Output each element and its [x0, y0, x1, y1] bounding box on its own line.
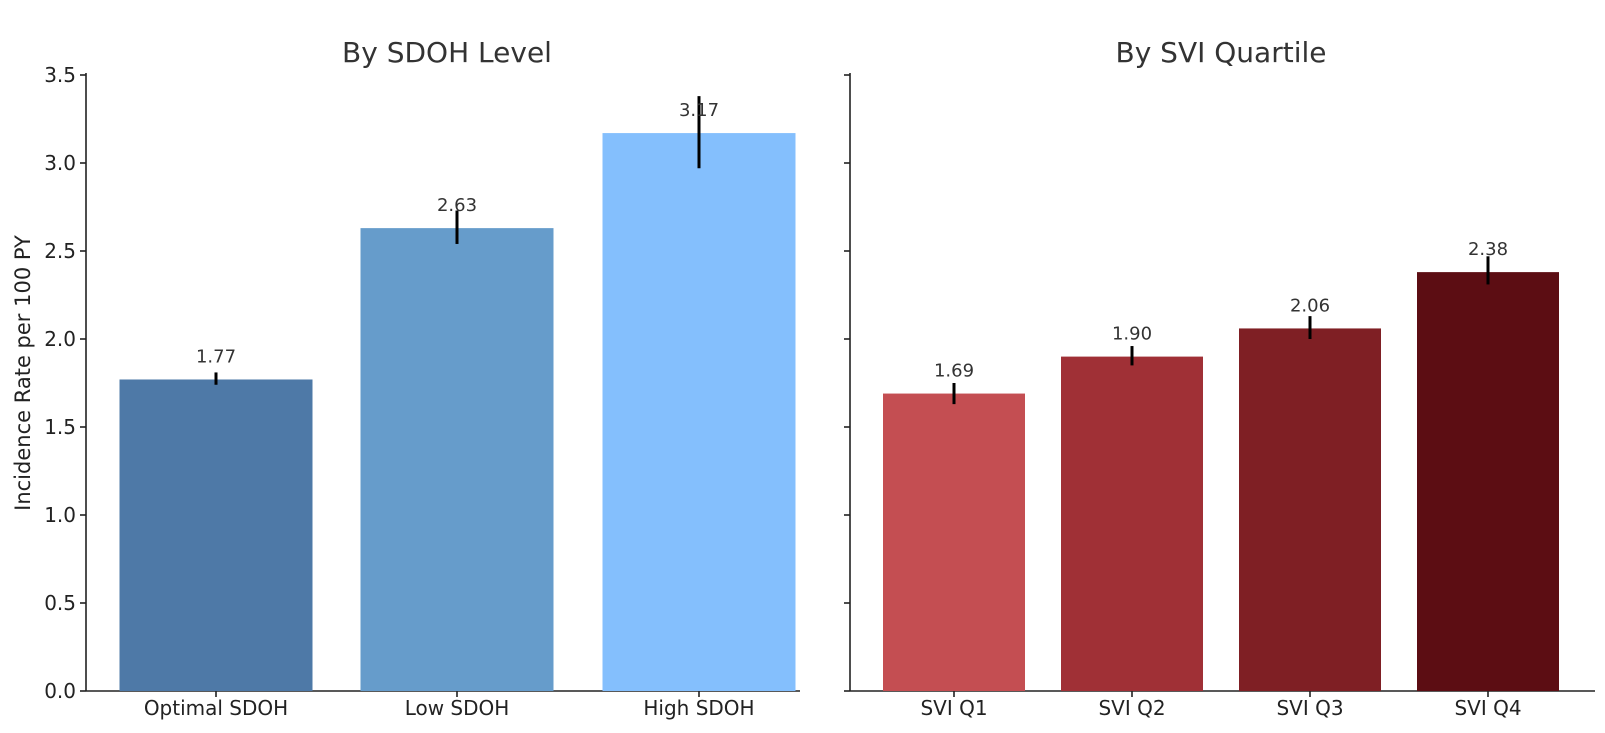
data-label: 1.69: [934, 361, 974, 382]
data-label: 1.90: [1112, 324, 1152, 345]
bar: [602, 133, 796, 691]
x-tick-label: SVI Q3: [1276, 696, 1343, 720]
y-tick-label: 3.0: [44, 151, 76, 175]
bar: [360, 228, 554, 691]
y-ticks-sdoh: 0.0 0.5 1.0 1.5 2.0 2.5 3.0 3.5: [44, 63, 86, 703]
data-label: 3.17: [679, 100, 719, 121]
y-tick-label: 0.5: [44, 591, 76, 615]
data-label: 1.77: [196, 346, 236, 367]
bar: [119, 379, 313, 691]
bar: [883, 393, 1025, 691]
data-label: 2.38: [1468, 239, 1508, 260]
panel-svi: By SVI Quartile 1.69 SVI Q1 1.90 SVI Q2 2.06…: [844, 36, 1595, 720]
bars-svi: 1.69 SVI Q1 1.90 SVI Q2 2.06 SVI Q3 2.38 SVI Q4: [883, 239, 1559, 720]
y-tick-label: 0.0: [44, 679, 76, 703]
data-label: 2.06: [1290, 295, 1330, 316]
bars-sdoh: 1.77 Optimal SDOH 2.63 Low SDOH 3.17 High SDO…: [119, 96, 796, 720]
y-ticks-svi: [844, 74, 850, 692]
data-label: 2.63: [437, 195, 477, 216]
y-tick-label: 2.5: [44, 239, 76, 263]
y-tick-label: 3.5: [44, 63, 76, 87]
x-tick-label: SVI Q1: [920, 696, 987, 720]
bar: [1239, 328, 1381, 691]
bar: [1061, 356, 1203, 691]
chart-title-svi: By SVI Quartile: [1116, 36, 1327, 69]
x-tick-label: Optimal SDOH: [144, 696, 288, 720]
chart-title-sdoh: By SDOH Level: [342, 36, 552, 69]
y-axis-label: Incidence Rate per 100 PY: [11, 235, 35, 511]
y-tick-label: 2.0: [44, 327, 76, 351]
x-tick-label: SVI Q2: [1098, 696, 1165, 720]
bar: [1417, 272, 1559, 691]
x-tick-label: High SDOH: [643, 696, 754, 720]
x-tick-label: SVI Q4: [1454, 696, 1521, 720]
panel-sdoh: By SDOH Level Incidence Rate per 100 PY …: [11, 36, 800, 720]
x-tick-label: Low SDOH: [405, 696, 510, 720]
y-tick-label: 1.5: [44, 415, 76, 439]
y-tick-label: 1.0: [44, 503, 76, 527]
